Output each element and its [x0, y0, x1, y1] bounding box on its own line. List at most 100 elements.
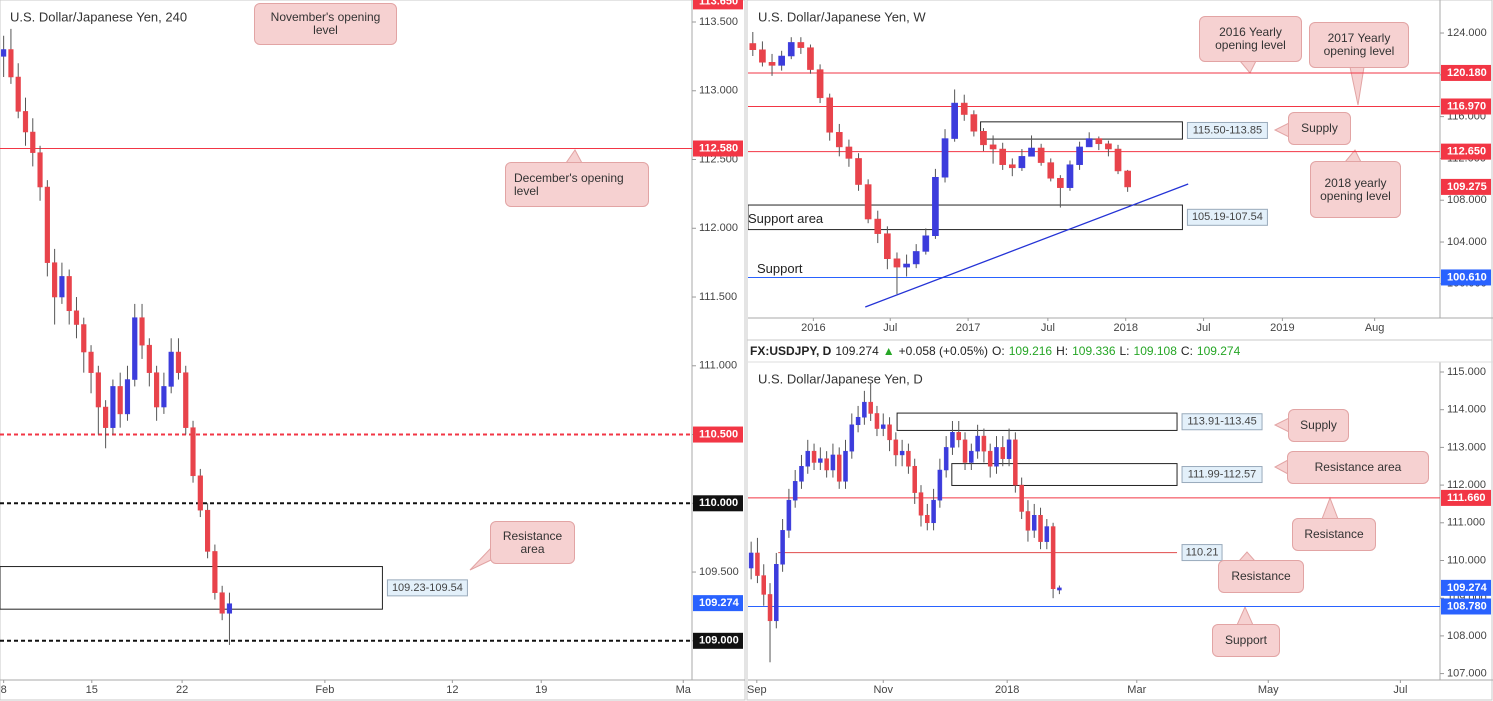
candle-body: [1057, 587, 1062, 591]
candle-body: [811, 450, 817, 463]
candle-body: [37, 152, 43, 188]
candle-body: [768, 62, 776, 66]
y-tick-label: 109.500: [699, 566, 739, 578]
x-tick-label: 19: [535, 684, 547, 696]
candle-body: [1105, 143, 1112, 150]
candle-body: [943, 447, 949, 471]
price-tag-label: 112.650: [1447, 146, 1486, 158]
x-tick-label: 2019: [1270, 322, 1294, 334]
x-tick-label: Mar: [1127, 684, 1146, 696]
zone-label-box: [386, 579, 468, 597]
y-tick-label: 111.000: [699, 360, 737, 372]
x-tick-label: Nov: [873, 684, 893, 696]
x-tick-label: 15: [86, 684, 98, 696]
candle-body: [132, 317, 138, 380]
candle-body: [925, 515, 930, 524]
price-tag: [693, 595, 743, 612]
candle-body: [759, 49, 766, 63]
candle-body: [1095, 138, 1103, 145]
y-tick-label: 111.000: [1447, 517, 1485, 529]
candle-body: [8, 49, 14, 78]
x-tick-label: Feb: [315, 684, 334, 696]
candle-body: [903, 263, 910, 268]
candle-body: [1066, 164, 1074, 188]
price-axis: 124.000120.000116.000112.000108.000104.0…: [1440, 27, 1491, 290]
callout: Resistance: [1292, 518, 1376, 551]
pointer: [1238, 60, 1257, 74]
callout: Support: [1212, 624, 1280, 657]
zone: [0, 566, 383, 610]
ohlc-value: 109.336: [1072, 344, 1116, 358]
y-tick-label: 113.000: [1447, 441, 1486, 453]
price-tag-label: 120.180: [1447, 67, 1487, 79]
candle-body: [884, 233, 891, 259]
candle-body: [146, 344, 152, 373]
symbol-header: FX:USDJPY, D 109.274 ▲ +0.058 (+0.05%) O…: [750, 341, 1240, 361]
y-tick-label: 124.000: [1447, 27, 1487, 39]
candle-body: [755, 552, 760, 576]
y-tick-label: 111.500: [699, 291, 737, 303]
zone: [748, 204, 1183, 231]
zone-label: 113.91-113.45: [1187, 416, 1256, 428]
candle-body: [951, 102, 958, 139]
panel-frame: [746, 339, 1493, 701]
candle-body: [824, 458, 829, 471]
panel-frame: [0, 0, 746, 701]
candle-body: [874, 218, 882, 234]
candle-body: [1019, 484, 1024, 512]
candle-body: [799, 465, 804, 482]
y-tick-label: 110.000: [1447, 554, 1486, 566]
candle-body: [73, 310, 80, 325]
candle-body: [161, 386, 167, 408]
candle-body: [1038, 515, 1043, 542]
candle-body: [975, 435, 980, 452]
y-tick-label: 112.000: [699, 222, 738, 234]
candle-body: [830, 454, 836, 471]
zone-label: 109.23-109.54: [392, 582, 463, 594]
zone-label: 115.50-113.85: [1193, 124, 1262, 136]
price-tag: [693, 495, 743, 512]
zone-label: 111.99-112.57: [1188, 468, 1257, 480]
price-tag-label: 109.274: [699, 597, 740, 609]
callout: December's opening level: [505, 162, 649, 207]
candle-body: [787, 42, 795, 57]
candle-body: [864, 184, 872, 220]
candle-body: [1008, 164, 1016, 169]
candle-body: [826, 97, 834, 133]
candle-body: [212, 551, 218, 593]
candle-body: [66, 276, 72, 312]
candle-body: [1006, 439, 1012, 459]
pointer: [1321, 496, 1339, 520]
x-tick-label: Jul: [1393, 684, 1407, 696]
callout: 2017 Yearly opening level: [1309, 22, 1409, 68]
candle-body: [1076, 146, 1083, 165]
pointer: [1273, 122, 1290, 138]
candle-body: [226, 603, 233, 614]
candle-body: [22, 111, 29, 133]
price-tag-label: 109.000: [699, 635, 739, 647]
y-tick-label: 112.000: [1447, 479, 1486, 491]
x-tick-label: 22: [176, 684, 188, 696]
pointer: [1273, 417, 1290, 433]
trendline: [865, 183, 1189, 308]
candle-body: [970, 114, 978, 132]
candle-body: [154, 372, 160, 408]
candle-body: [960, 102, 968, 115]
candle-body: [987, 450, 993, 467]
candle-body: [774, 564, 779, 622]
zone-label-box: [1181, 413, 1263, 431]
candle-body: [748, 552, 754, 569]
candle-body: [139, 317, 145, 346]
candle-body: [780, 530, 785, 565]
chart-title: U.S. Dollar/Japanese Yen, D: [758, 371, 923, 386]
zone: [980, 121, 1183, 140]
plot-area: [0, 28, 692, 645]
callout: Resistance area: [490, 521, 575, 564]
symbol: FX:USDJPY, D: [750, 344, 832, 358]
price-axis: 113.500113.000112.500112.000111.500111.0…: [692, 0, 743, 649]
candle-body: [816, 69, 824, 99]
zone-label-box: [1186, 121, 1268, 139]
ohlc-label: L:: [1119, 344, 1130, 358]
x-tick-label: May: [1258, 684, 1279, 696]
price-tag: [1441, 489, 1491, 506]
